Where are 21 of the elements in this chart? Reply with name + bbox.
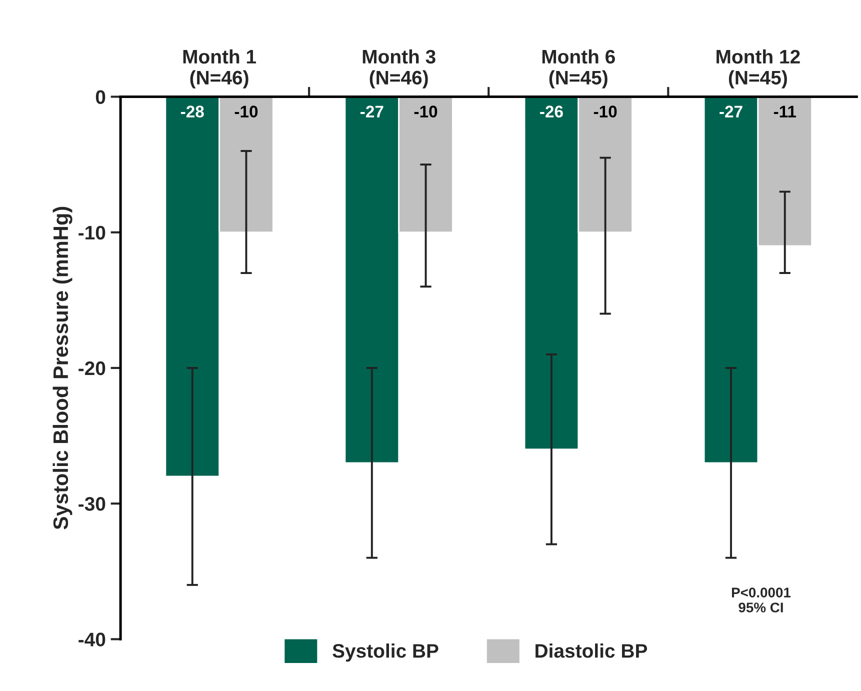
y-tick-label: -40 bbox=[78, 632, 106, 646]
data-label: -27 bbox=[720, 106, 742, 118]
x-tick-label: Month 12 (N=45) bbox=[716, 49, 800, 88]
y-tick-label: 0 bbox=[96, 90, 106, 104]
data-label: -26 bbox=[540, 106, 563, 118]
data-label: -28 bbox=[180, 106, 204, 118]
y-tick-label: -30 bbox=[78, 497, 106, 511]
x-tick-label: Month 3 (N=46) bbox=[362, 49, 436, 88]
data-label: -10 bbox=[234, 106, 258, 118]
data-label: -10 bbox=[414, 106, 438, 118]
x-tick-label: Month 1 (N=46) bbox=[183, 49, 256, 88]
legend-label: Diastolic BP bbox=[536, 644, 648, 658]
legend-label: Systolic BP bbox=[332, 644, 438, 662]
data-label: -11 bbox=[774, 106, 796, 118]
annotation: P<0.0001 95% CI bbox=[732, 588, 791, 612]
y-axis-title: Systolic Blood Pressure (mmHg) bbox=[52, 206, 72, 530]
x-tick-label: Month 6 (N=45) bbox=[542, 49, 615, 88]
data-label: -10 bbox=[594, 106, 617, 118]
data-label: -27 bbox=[360, 106, 384, 118]
y-tick-label: -20 bbox=[78, 361, 106, 376]
y-tick-label: -10 bbox=[78, 226, 106, 240]
